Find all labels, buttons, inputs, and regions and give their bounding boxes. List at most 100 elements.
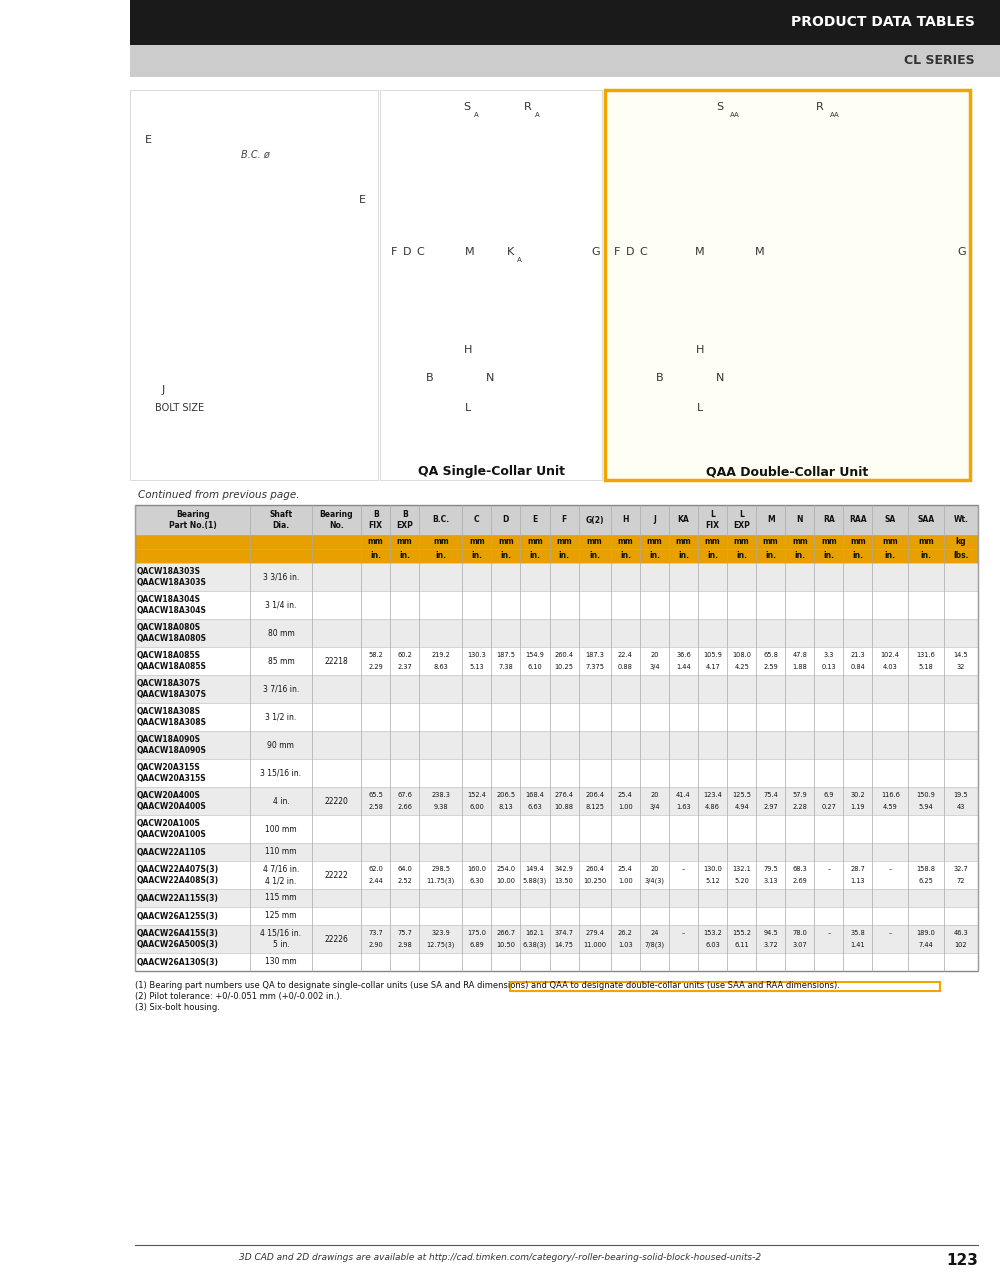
Text: QACW18A303S: QACW18A303S: [137, 567, 201, 576]
Text: 7.44: 7.44: [918, 942, 933, 947]
Text: 2.29: 2.29: [368, 663, 383, 669]
Text: E: E: [532, 516, 538, 525]
Text: 12.75(3): 12.75(3): [427, 941, 455, 948]
Text: mm: mm: [618, 538, 633, 547]
Text: 3.07: 3.07: [792, 942, 807, 947]
Text: 75.4: 75.4: [763, 792, 778, 799]
Text: S: S: [716, 102, 724, 111]
Text: QAACW18A308S: QAACW18A308S: [137, 718, 207, 727]
Text: 58.2: 58.2: [368, 653, 383, 658]
Text: 11.75(3): 11.75(3): [427, 877, 455, 884]
Text: 36.6: 36.6: [676, 653, 691, 658]
Text: in.: in.: [885, 552, 896, 561]
Text: 115 mm: 115 mm: [265, 893, 297, 902]
Text: 10.25: 10.25: [555, 663, 574, 669]
Text: 30.2: 30.2: [851, 792, 865, 799]
Text: 0.88: 0.88: [618, 663, 633, 669]
Text: J: J: [161, 385, 165, 396]
Bar: [135, 549, 978, 563]
Text: mm: mm: [918, 538, 934, 547]
Text: 5.20: 5.20: [734, 878, 749, 883]
Text: 5.13: 5.13: [470, 663, 484, 669]
Text: in.: in.: [559, 552, 570, 561]
Bar: [130, 45, 1000, 77]
Text: 3/4: 3/4: [649, 804, 660, 810]
Text: 22218: 22218: [324, 657, 348, 666]
Text: B
EXP: B EXP: [396, 511, 413, 530]
Text: F: F: [391, 247, 397, 257]
Text: 279.4: 279.4: [585, 931, 604, 937]
Bar: [135, 591, 978, 620]
Text: 10.50: 10.50: [496, 942, 515, 947]
Text: 22226: 22226: [324, 934, 348, 943]
Text: 2.28: 2.28: [792, 804, 807, 810]
Text: 4 15/16 in.: 4 15/16 in.: [260, 929, 301, 938]
Text: H: H: [696, 346, 704, 355]
Text: QAACW26A125S(3): QAACW26A125S(3): [137, 911, 219, 920]
Text: 9.38: 9.38: [433, 804, 448, 810]
Text: 123.4: 123.4: [703, 792, 722, 799]
Text: QAACW22A110S: QAACW22A110S: [137, 847, 207, 856]
Text: 2.90: 2.90: [368, 942, 383, 947]
Text: mm: mm: [368, 538, 384, 547]
Text: 3D CAD and 2D drawings are available at http://cad.timken.com/category/-roller-b: 3D CAD and 2D drawings are available at …: [239, 1253, 761, 1262]
Text: 65.8: 65.8: [763, 653, 778, 658]
Text: 131.6: 131.6: [916, 653, 935, 658]
Text: L
FIX: L FIX: [706, 511, 720, 530]
Text: D: D: [503, 516, 509, 525]
Text: M: M: [755, 247, 765, 257]
Text: (3) Six-bolt housing.: (3) Six-bolt housing.: [135, 1004, 220, 1012]
Text: in.: in.: [765, 552, 776, 561]
Text: (1) Bearing part numbers use QA to designate single-collar units (use SA and RA : (1) Bearing part numbers use QA to desig…: [135, 980, 840, 989]
Text: 116.6: 116.6: [881, 792, 900, 799]
Text: 153.2: 153.2: [703, 931, 722, 937]
Text: QAACW20A400S: QAACW20A400S: [137, 803, 207, 812]
Text: 155.2: 155.2: [732, 931, 751, 937]
Text: in.: in.: [620, 552, 631, 561]
Text: G: G: [592, 247, 600, 257]
Text: in.: in.: [707, 552, 718, 561]
Text: QACW18A090S: QACW18A090S: [137, 735, 201, 744]
Text: 6.30: 6.30: [469, 878, 484, 883]
Text: 125.5: 125.5: [732, 792, 751, 799]
Text: 20: 20: [650, 792, 659, 799]
Text: 3 1/4 in.: 3 1/4 in.: [265, 600, 297, 609]
Text: 62.0: 62.0: [368, 867, 383, 873]
Text: (2) Pilot tolerance: +0/-0.051 mm (+0/-0.002 in.).: (2) Pilot tolerance: +0/-0.051 mm (+0/-0…: [135, 992, 342, 1001]
Text: 68.3: 68.3: [792, 867, 807, 873]
Text: 4.25: 4.25: [734, 663, 749, 669]
Text: 28.7: 28.7: [851, 867, 865, 873]
Text: N: N: [716, 372, 724, 383]
Text: 73.7: 73.7: [368, 931, 383, 937]
Text: B: B: [426, 372, 434, 383]
Text: 238.3: 238.3: [431, 792, 450, 799]
Text: 6.63: 6.63: [528, 804, 542, 810]
Text: in.: in.: [589, 552, 600, 561]
Text: mm: mm: [850, 538, 866, 547]
Text: 3/4: 3/4: [649, 663, 660, 669]
Text: 94.5: 94.5: [763, 931, 778, 937]
Text: K: K: [506, 247, 514, 257]
Text: 6.03: 6.03: [705, 942, 720, 947]
Text: 125 mm: 125 mm: [265, 911, 297, 920]
Bar: [510, 982, 940, 991]
Text: 105.9: 105.9: [703, 653, 722, 658]
Text: 4 1/2 in.: 4 1/2 in.: [265, 876, 297, 884]
Text: QACW20A100S: QACW20A100S: [137, 819, 201, 828]
Text: AA: AA: [730, 111, 740, 118]
Bar: [135, 646, 978, 675]
Text: 11.000: 11.000: [583, 942, 606, 947]
Text: CL SERIES: CL SERIES: [904, 55, 975, 68]
Text: 154.9: 154.9: [526, 653, 544, 658]
Text: 3 1/2 in.: 3 1/2 in.: [265, 713, 297, 722]
Text: 2.37: 2.37: [397, 663, 412, 669]
Text: 4.17: 4.17: [705, 663, 720, 669]
Text: 0.27: 0.27: [821, 804, 836, 810]
Text: mm: mm: [469, 538, 485, 547]
Text: 85 mm: 85 mm: [268, 657, 294, 666]
Text: 1.19: 1.19: [851, 804, 865, 810]
Text: 8.13: 8.13: [499, 804, 513, 810]
Text: QAACW18A080S: QAACW18A080S: [137, 634, 207, 643]
Text: RA: RA: [823, 516, 835, 525]
Text: B: B: [656, 372, 664, 383]
